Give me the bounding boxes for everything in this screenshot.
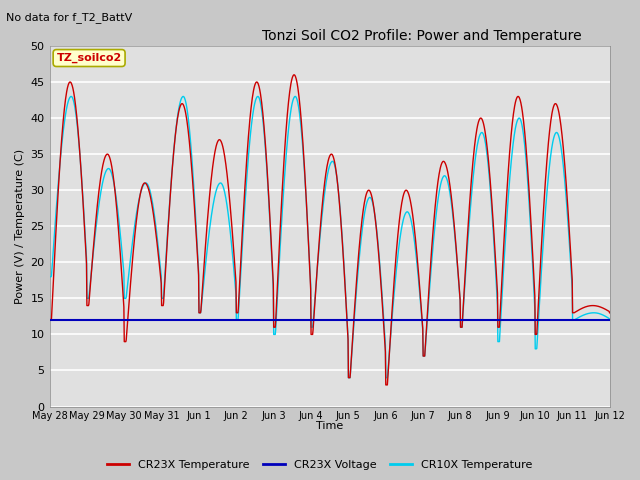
Text: Tonzi Soil CO2 Profile: Power and Temperature: Tonzi Soil CO2 Profile: Power and Temper… xyxy=(262,29,582,43)
X-axis label: Time: Time xyxy=(316,421,343,432)
Y-axis label: Power (V) / Temperature (C): Power (V) / Temperature (C) xyxy=(15,149,25,304)
Legend: CR23X Temperature, CR23X Voltage, CR10X Temperature: CR23X Temperature, CR23X Voltage, CR10X … xyxy=(103,456,537,474)
Text: No data for f_T2_BattV: No data for f_T2_BattV xyxy=(6,12,132,23)
Text: TZ_soilco2: TZ_soilco2 xyxy=(56,53,122,63)
